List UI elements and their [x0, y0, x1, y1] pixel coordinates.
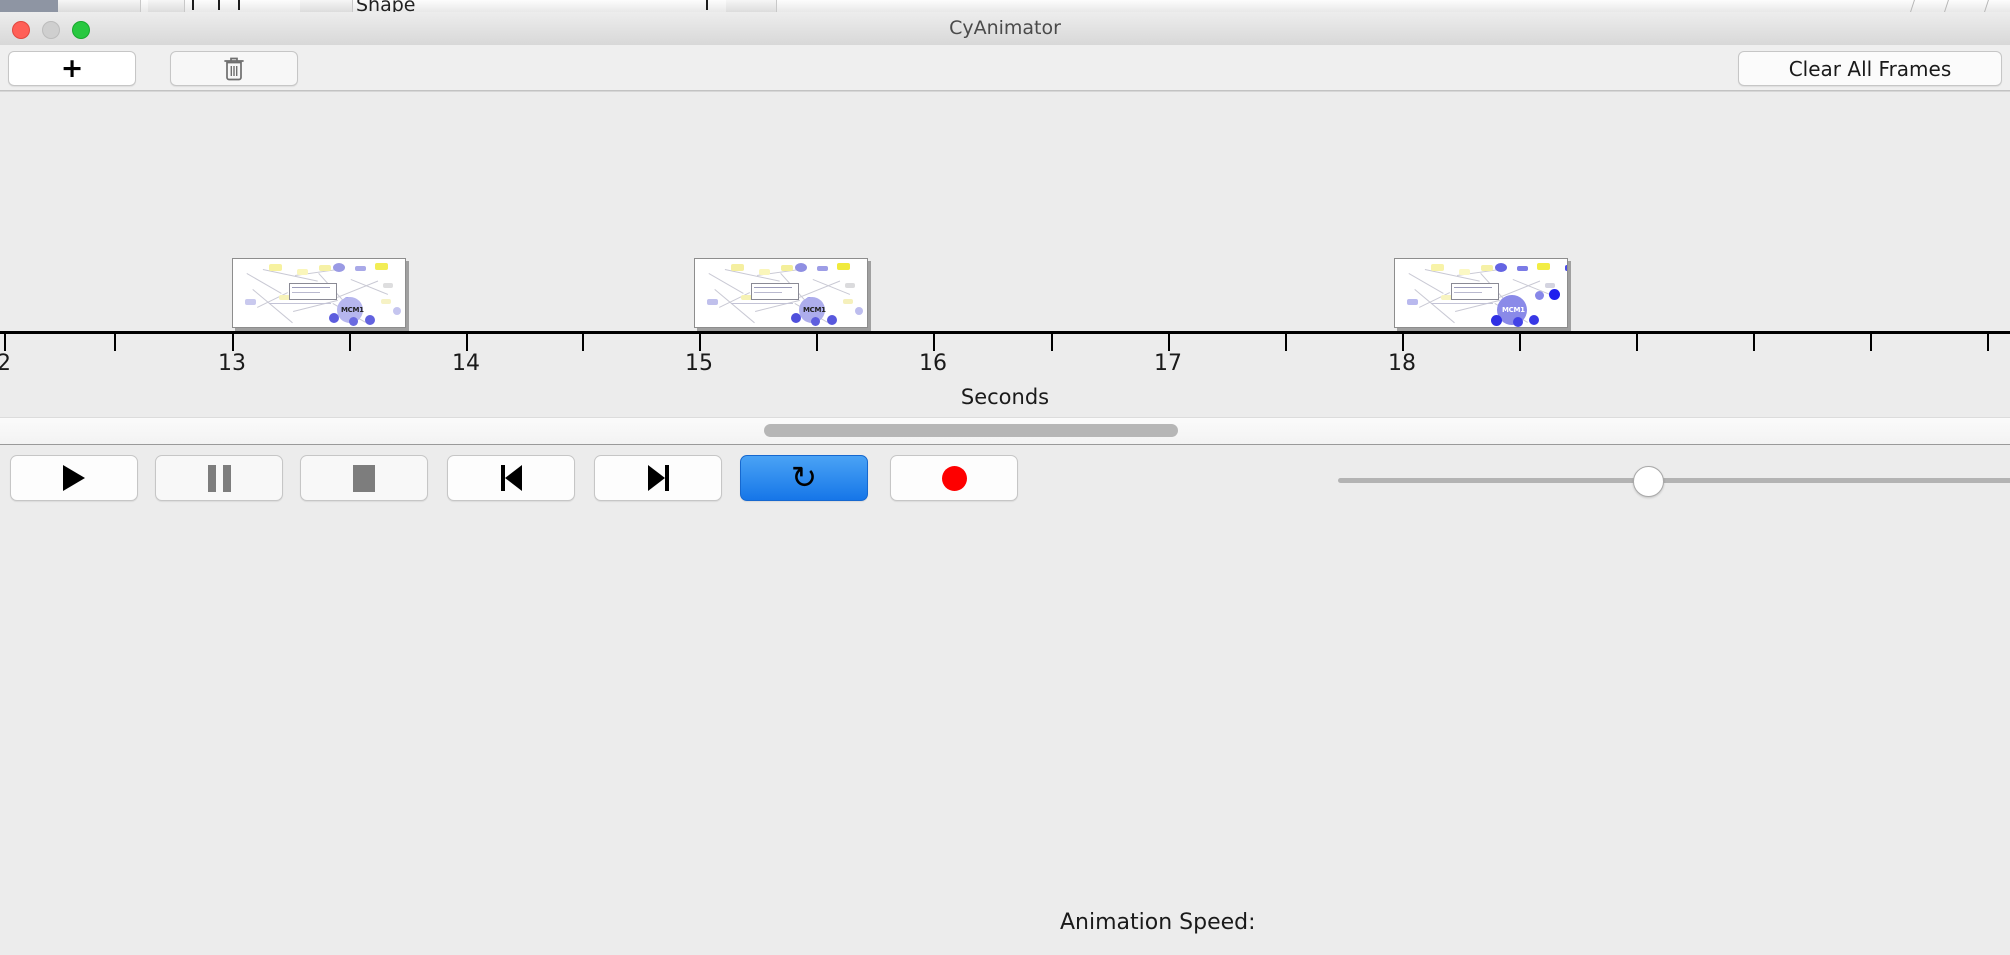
axis-tick-major [1168, 334, 1170, 351]
pause-button[interactable] [155, 455, 283, 501]
axis-tick-label: 18 [1388, 351, 1416, 376]
timeline-top-divider [0, 91, 2010, 92]
bg-window-tick [192, 0, 194, 10]
axis-tick-minor [816, 334, 818, 351]
record-icon [941, 465, 967, 491]
pause-icon [207, 464, 231, 492]
bg-window-tick [238, 0, 240, 10]
plus-icon: + [60, 53, 84, 84]
axis-tick-minor [1051, 334, 1053, 351]
bg-window-chip [58, 0, 141, 12]
bg-window-chip [148, 0, 185, 12]
close-window-button[interactable] [12, 21, 30, 39]
skip-to-end-button[interactable] [594, 455, 722, 501]
bg-window-chip [300, 0, 353, 12]
animation-speed-label: Animation Speed: [1060, 910, 1256, 935]
axis-tick-minor [1753, 334, 1755, 351]
skip-to-start-button[interactable] [447, 455, 575, 501]
bg-window-divider [1944, 0, 1949, 12]
bg-window-chip [726, 0, 751, 12]
skip-to-start-icon [500, 465, 522, 491]
bg-window-titlebar-chip [0, 0, 58, 12]
axis-tick-label: 15 [685, 351, 713, 376]
timeline-axis [0, 331, 2010, 334]
bg-window-shape-label: Shape [356, 0, 416, 13]
axis-tick-major [699, 334, 701, 351]
bg-window-divider [1984, 0, 1989, 12]
axis-tick-major [933, 334, 935, 351]
delete-frame-button[interactable] [170, 51, 298, 86]
bg-window-tick [218, 0, 220, 10]
animation-speed-slider[interactable] [1338, 478, 2010, 483]
axis-tick-minor [1519, 334, 1521, 351]
scrollbar-thumb[interactable] [764, 424, 1178, 437]
clear-all-frames-button[interactable]: Clear All Frames [1738, 51, 2002, 86]
timeline-frame-thumbnail[interactable]: MCM1 [232, 258, 406, 328]
network-preview: MCM1 [1395, 259, 1567, 327]
timeline-scrollbar[interactable] [0, 417, 2010, 446]
animation-speed-slider-thumb[interactable] [1633, 466, 1664, 497]
window-title: CyAnimator [949, 17, 1061, 39]
minimize-window-button[interactable] [42, 21, 60, 39]
axis-tick-major [466, 334, 468, 351]
skip-to-end-icon [647, 465, 669, 491]
axis-tick-minor [349, 334, 351, 351]
axis-tick-minor [1285, 334, 1287, 351]
record-button[interactable] [890, 455, 1018, 501]
add-frame-button[interactable]: + [8, 51, 136, 86]
timeline-frame-thumbnail[interactable]: MCM1 [694, 258, 868, 328]
bg-window-chip [750, 0, 777, 12]
axis-tick-major [4, 334, 6, 351]
loop-icon: ↻ [791, 459, 817, 496]
loop-button[interactable]: ↻ [740, 455, 868, 501]
stop-icon [353, 464, 375, 492]
axis-tick-major [232, 334, 234, 351]
bg-window-tick [706, 0, 708, 10]
axis-title: Seconds [960, 385, 1050, 409]
timeline-frame-thumbnail[interactable]: MCM1 [1394, 258, 1568, 328]
title-bar: CyAnimator [0, 12, 2010, 46]
network-preview: MCM1 [233, 259, 405, 327]
axis-tick-label: 2 [0, 351, 44, 376]
bg-window-divider [1910, 0, 1915, 12]
axis-tick-minor [582, 334, 584, 351]
axis-tick-label: 14 [452, 351, 480, 376]
stop-button[interactable] [300, 455, 428, 501]
axis-tick-minor [114, 334, 116, 351]
maximize-window-button[interactable] [72, 21, 90, 39]
play-icon [63, 465, 85, 491]
toolbar: + Clear All Frames [0, 45, 2010, 91]
axis-tick-label: 17 [1154, 351, 1182, 376]
axis-tick-label: 16 [919, 351, 947, 376]
axis-tick-label: 13 [218, 351, 246, 376]
timeline-panel[interactable]: MCM1 [0, 91, 2010, 420]
axis-tick-major [1402, 334, 1404, 351]
trash-icon [224, 57, 244, 81]
play-button[interactable] [10, 455, 138, 501]
axis-tick-major [1870, 334, 1872, 351]
network-preview: MCM1 [695, 259, 867, 327]
axis-tick-major [1636, 334, 1638, 351]
axis-tick-minor [1987, 334, 1989, 351]
